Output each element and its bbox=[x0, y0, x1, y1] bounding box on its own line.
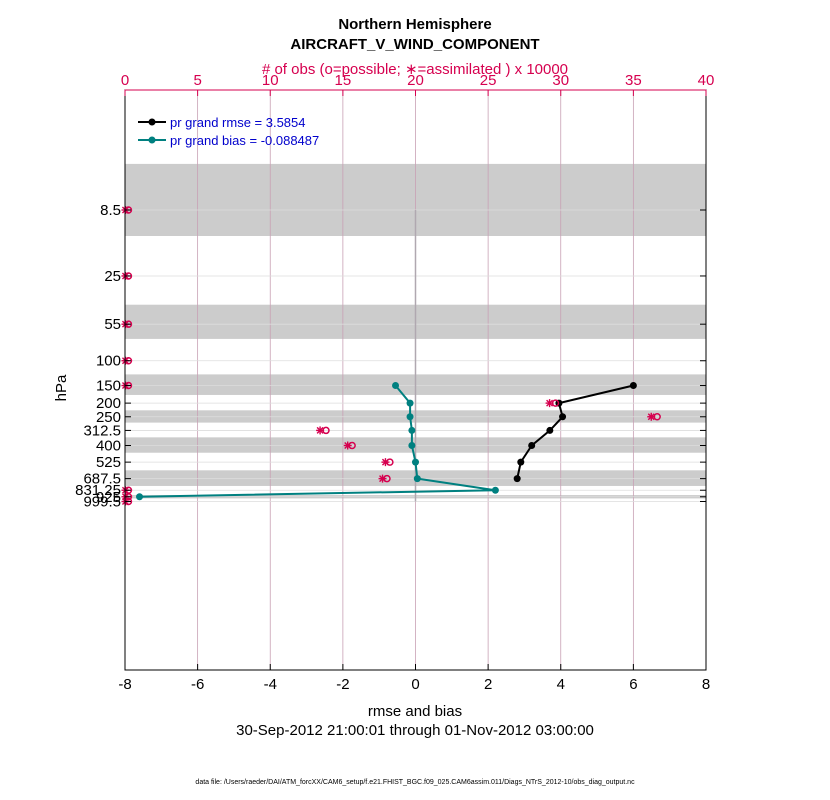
y-tick-label-6: 250 bbox=[96, 409, 121, 426]
chart-subtitle: AIRCRAFT_V_WIND_COMPONENT bbox=[290, 36, 539, 53]
y-tick-label-0: 8.5 bbox=[100, 202, 121, 219]
x-tick-label-5: 2 bbox=[484, 676, 492, 693]
rmse-line bbox=[516, 384, 634, 479]
top-tick-label-5: 25 bbox=[480, 72, 497, 89]
top-tick-label-2: 10 bbox=[262, 72, 279, 89]
bias-point-1 bbox=[406, 399, 414, 407]
y-tick-label-13: 999.5 bbox=[83, 494, 121, 511]
y-tick-label-3: 100 bbox=[96, 353, 121, 370]
x-tick-label-3: -2 bbox=[336, 676, 349, 693]
top-tick-label-7: 35 bbox=[625, 72, 642, 89]
bias-point-0 bbox=[392, 382, 400, 390]
obs-assimilated-8 bbox=[343, 441, 352, 450]
top-tick-label-6: 30 bbox=[552, 72, 569, 89]
y-tick-label-11: 831.25 bbox=[75, 482, 121, 499]
x-tick-label-0: -8 bbox=[118, 676, 131, 693]
rmse-point-4 bbox=[528, 442, 536, 450]
y-tick-label-7: 312.5 bbox=[83, 422, 121, 439]
y-tick-label-12: 925 bbox=[96, 489, 121, 506]
y-tick-label-8: 400 bbox=[96, 438, 121, 455]
x-axis-label: rmse and bias bbox=[368, 703, 462, 720]
x-tick-label-7: 6 bbox=[629, 676, 637, 693]
x-tick-label-1: -6 bbox=[191, 676, 204, 693]
y-tick-label-4: 150 bbox=[96, 378, 121, 395]
top-axis-label: # of obs (o=possible; ∗=assimilated ) x … bbox=[262, 61, 568, 78]
y-axis-label: hPa bbox=[53, 374, 70, 401]
top-tick-label-0: 0 bbox=[121, 72, 129, 89]
y-tick-label-5: 200 bbox=[96, 395, 121, 412]
tick-labels: -8 -6 -4 -2 0 2 4 6 8 0 5 10 15 20 25 30 35 40 8.5 25 55 100 1… bbox=[75, 72, 714, 693]
y-tick-label-2: 55 bbox=[104, 316, 121, 333]
y-tick-label-9: 525 bbox=[96, 454, 121, 471]
axes bbox=[124, 89, 707, 671]
rmse-point-0 bbox=[629, 382, 637, 390]
bias-point-7 bbox=[491, 486, 499, 494]
chart-title: Northern Hemisphere bbox=[338, 16, 491, 33]
rmse-point-3 bbox=[546, 426, 554, 434]
bias-point-4 bbox=[408, 442, 416, 450]
legend-rmse-label: pr grand rmse = 3.5854 bbox=[170, 115, 306, 130]
top-tick-label-3: 15 bbox=[335, 72, 352, 89]
rmse-point-5 bbox=[517, 458, 525, 466]
date-range: 30-Sep-2012 21:00:01 through 01-Nov-2012… bbox=[236, 722, 594, 739]
obs-assimilated-5 bbox=[545, 399, 554, 408]
bias-point-8 bbox=[136, 493, 144, 501]
x-tick-label-8: 8 bbox=[702, 676, 710, 693]
bias-point-2 bbox=[406, 413, 414, 421]
x-tick-label-4: 0 bbox=[411, 676, 419, 693]
obs-assimilated-7 bbox=[316, 426, 325, 435]
obs-assimilated-6 bbox=[647, 412, 656, 421]
top-tick-label-1: 5 bbox=[193, 72, 201, 89]
rmse-point-2 bbox=[559, 413, 567, 421]
obs-assimilated-9 bbox=[381, 458, 390, 467]
y-tick-label-10: 687.5 bbox=[83, 471, 121, 488]
legend-bias-marker bbox=[148, 136, 156, 144]
legend: pr grand rmse = 3.5854 pr grand bias = -… bbox=[138, 115, 319, 148]
bias-point-3 bbox=[408, 426, 416, 434]
top-tick-label-8: 40 bbox=[698, 72, 715, 89]
y-tick-label-1: 25 bbox=[104, 268, 121, 285]
footnote: data file: /Users/raeder/DAI/ATM_forcXX/… bbox=[195, 779, 635, 786]
obs-count-markers bbox=[121, 206, 661, 506]
bias-point-6 bbox=[413, 475, 421, 483]
obs-assimilated-10 bbox=[378, 474, 387, 483]
x-tick-label-2: -4 bbox=[264, 676, 277, 693]
legend-rmse-marker bbox=[148, 118, 156, 126]
legend-bias-label: pr grand bias = -0.088487 bbox=[170, 133, 319, 148]
x-tick-label-6: 4 bbox=[557, 676, 565, 693]
rmse-point-6 bbox=[513, 475, 521, 483]
top-tick-label-4: 20 bbox=[407, 72, 424, 89]
bias-point-5 bbox=[412, 458, 419, 466]
